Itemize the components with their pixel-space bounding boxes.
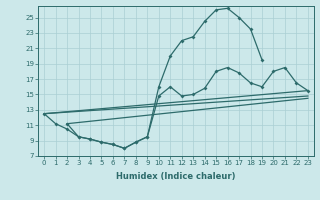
X-axis label: Humidex (Indice chaleur): Humidex (Indice chaleur) [116, 172, 236, 181]
